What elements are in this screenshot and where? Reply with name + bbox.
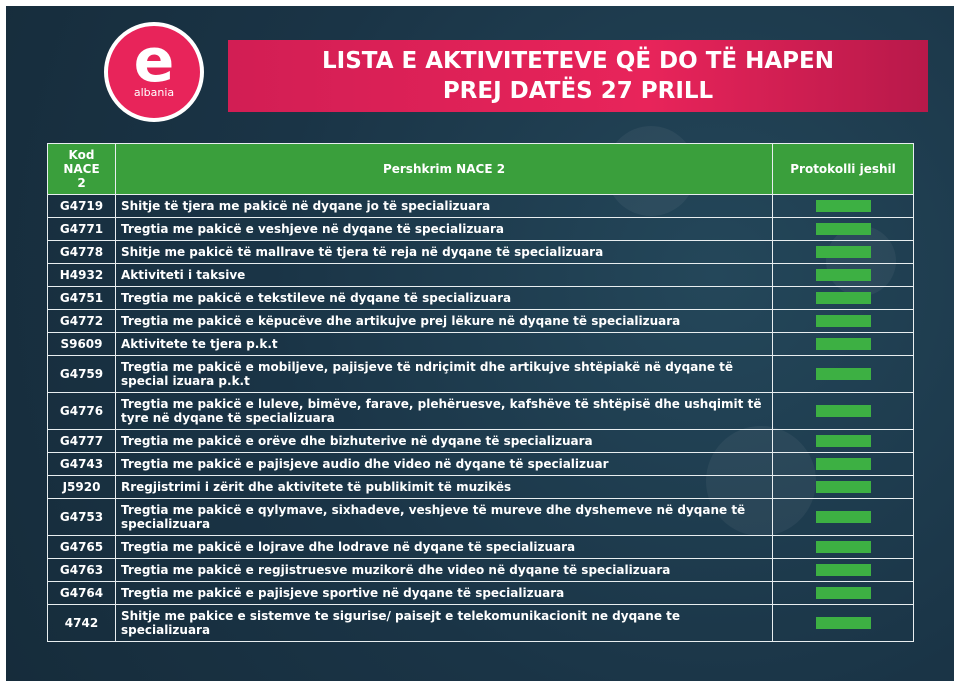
code-cell: G4719 <box>47 194 116 218</box>
code-cell: G4777 <box>47 429 116 453</box>
status-cell <box>772 452 914 476</box>
table-row: G4778 Shitje me pakicë të mallrave të tje… <box>47 240 914 264</box>
code-cell: G4759 <box>47 355 116 393</box>
green-bar <box>815 292 871 304</box>
column-header: Protokolli jeshil <box>772 143 914 195</box>
poster: e albania LISTA E AKTIVITETEVE QË DO TË … <box>6 6 954 681</box>
green-bar <box>815 617 871 629</box>
green-bar <box>815 564 871 576</box>
status-cell <box>772 558 914 582</box>
table-row: G4764 Tregtia me pakicë e pajisjeve sport… <box>47 581 914 605</box>
table-row: G4743 Tregtia me pakicë e pajisjeve audio… <box>47 452 914 476</box>
status-cell <box>772 581 914 605</box>
status-cell <box>772 604 914 642</box>
status-cell <box>772 263 914 287</box>
logo-letter: e <box>133 26 175 96</box>
description-cell: Shitje me pakicë të mallrave të tjera të… <box>115 240 773 264</box>
description-cell: Tregtia me pakicë e qylymave, sixhadeve,… <box>115 498 773 536</box>
status-cell <box>772 392 914 430</box>
status-cell <box>772 355 914 393</box>
table-row: G4751 Tregtia me pakicë e tekstileve në d… <box>47 286 914 310</box>
status-cell <box>772 475 914 499</box>
green-bar <box>815 315 871 327</box>
description-cell: Tregtia me pakicë e lojrave dhe lodrave … <box>115 535 773 559</box>
description-cell: Tregtia me pakicë e tekstileve në dyqane… <box>115 286 773 310</box>
description-cell: Tregtia me pakicë e mobiljeve, pajisjeve… <box>115 355 773 393</box>
status-cell <box>772 309 914 333</box>
green-bar <box>815 587 871 599</box>
table-row: 4742 Shitje me pakice e sistemve te sigur… <box>47 604 914 642</box>
logo-name: albania <box>133 86 175 99</box>
table-row: G4765 Tregtia me pakicë e lojrave dhe lod… <box>47 535 914 559</box>
green-bar <box>815 368 871 380</box>
green-bar <box>815 435 871 447</box>
status-cell <box>772 498 914 536</box>
status-cell <box>772 332 914 356</box>
status-cell <box>772 286 914 310</box>
status-cell <box>772 217 914 241</box>
description-cell: Tregtia me pakicë e pajisjeve sportive n… <box>115 581 773 605</box>
title-line: PREJ DATËS 27 PRILL <box>442 78 714 104</box>
status-cell <box>772 535 914 559</box>
table-row: S9609 Aktivitete te tjera p.k.t <box>47 332 914 356</box>
table-row: G4776 Tregtia me pakicë e luleve, bimëve,… <box>47 392 914 430</box>
table-row: G4777 Tregtia me pakicë e orëve dhe bizhu… <box>47 429 914 453</box>
table-row: G4759 Tregtia me pakicë e mobiljeve, paji… <box>47 355 914 393</box>
description-cell: Tregtia me pakicë e pajisjeve audio dhe … <box>115 452 773 476</box>
description-cell: Rregjistrimi i zërit dhe aktivitete të p… <box>115 475 773 499</box>
code-cell: J5920 <box>47 475 116 499</box>
status-cell <box>772 240 914 264</box>
code-cell: G4743 <box>47 452 116 476</box>
description-cell: Shitje të tjera me pakicë në dyqane jo t… <box>115 194 773 218</box>
column-header: Kod NACE 2 <box>47 143 116 195</box>
code-cell: G4753 <box>47 498 116 536</box>
code-cell: G4772 <box>47 309 116 333</box>
code-cell: G4765 <box>47 535 116 559</box>
green-bar <box>815 223 871 235</box>
table-row: H4932 Aktiviteti i taksive <box>47 263 914 287</box>
description-cell: Tregtia me pakicë e regjistruesve muziko… <box>115 558 773 582</box>
code-cell: G4763 <box>47 558 116 582</box>
table-row: G4771 Tregtia me pakicë e veshjeve në dyq… <box>47 217 914 241</box>
green-bar <box>815 246 871 258</box>
table-row: G4772 Tregtia me pakicë e këpucëve dhe ar… <box>47 309 914 333</box>
description-cell: Tregtia me pakicë e luleve, bimëve, fara… <box>115 392 773 430</box>
status-cell <box>772 429 914 453</box>
column-header: Pershkrim NACE 2 <box>115 143 773 195</box>
activity-table: Kod NACE 2 Pershkrim NACE 2 Protokolli j… <box>47 143 914 642</box>
status-cell <box>772 194 914 218</box>
description-cell: Tregtia me pakicë e orëve dhe bizhuteriv… <box>115 429 773 453</box>
description-cell: Aktivitete te tjera p.k.t <box>115 332 773 356</box>
table-row: G4753 Tregtia me pakicë e qylymave, sixha… <box>47 498 914 536</box>
logo: e albania <box>104 22 204 122</box>
code-cell: G4776 <box>47 392 116 430</box>
description-cell: Tregtia me pakicë e veshjeve në dyqane t… <box>115 217 773 241</box>
code-cell: G4778 <box>47 240 116 264</box>
code-cell: 4742 <box>47 604 116 642</box>
green-bar <box>815 269 871 281</box>
header-row: Kod NACE 2 Pershkrim NACE 2 Protokolli j… <box>47 143 914 195</box>
description-cell: Aktiviteti i taksive <box>115 263 773 287</box>
green-bar <box>815 405 871 417</box>
table-row: J5920 Rregjistrimi i zërit dhe aktivitete… <box>47 475 914 499</box>
code-cell: G4751 <box>47 286 116 310</box>
code-cell: G4771 <box>47 217 116 241</box>
table-row: G4763 Tregtia me pakicë e regjistruesve m… <box>47 558 914 582</box>
code-cell: H4932 <box>47 263 116 287</box>
table-row: G4719 Shitje të tjera me pakicë në dyqane… <box>47 194 914 218</box>
green-bar <box>815 458 871 470</box>
green-bar <box>815 481 871 493</box>
description-cell: Tregtia me pakicë e këpucëve dhe artikuj… <box>115 309 773 333</box>
code-cell: G4764 <box>47 581 116 605</box>
code-cell: S9609 <box>47 332 116 356</box>
green-bar <box>815 541 871 553</box>
green-bar <box>815 511 871 523</box>
description-cell: Shitje me pakice e sistemve te sigurise/… <box>115 604 773 642</box>
green-bar <box>815 338 871 350</box>
green-bar <box>815 200 871 212</box>
title-line: LISTA E AKTIVITETEVE QË DO TË HAPEN <box>322 48 834 74</box>
title-banner: LISTA E AKTIVITETEVE QË DO TË HAPEN PREJ… <box>228 40 928 112</box>
